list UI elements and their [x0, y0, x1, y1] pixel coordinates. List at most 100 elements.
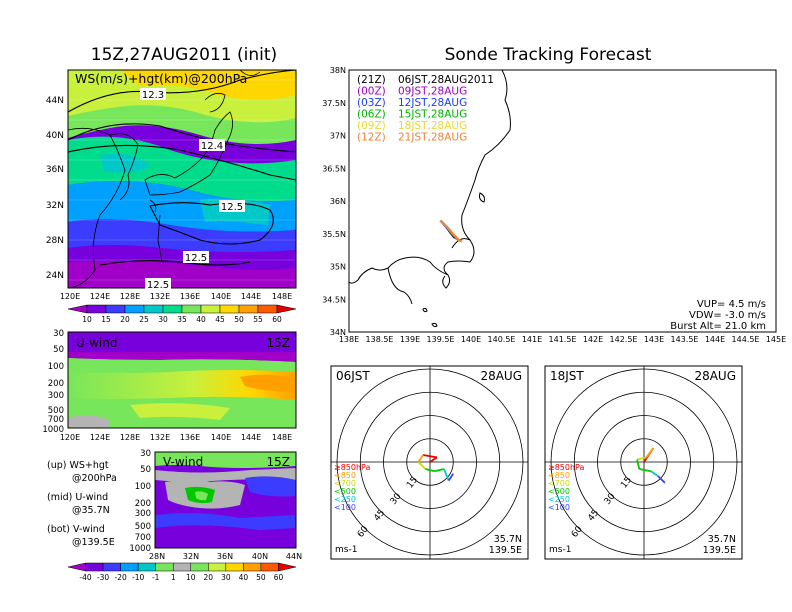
lat-tick: 34N	[330, 328, 346, 337]
level-legend-item: <500	[334, 487, 356, 496]
level-legend-item: <100	[548, 503, 570, 512]
panel-notes: (up) WS+hgt @200hPa (mid) U-wind @35.7N …	[47, 460, 117, 548]
colorbar-tick: 50	[234, 315, 244, 324]
right-title: Sonde Tracking Forecast	[445, 45, 652, 65]
colorbar-swatch	[260, 562, 279, 572]
hodograph-segment	[425, 468, 435, 473]
ring-label: 60	[356, 524, 371, 539]
lon-tick: 145E	[766, 335, 786, 344]
ring-label: 15	[405, 475, 420, 490]
lon-tick: 141.5E	[549, 335, 577, 344]
colorbar-swatch	[143, 304, 164, 314]
level-legend-item: <500	[548, 487, 570, 496]
polar-ring	[573, 391, 715, 533]
hodo1-time: 06JST	[336, 369, 370, 383]
svg-text:VUP= 4.5 m/s: VUP= 4.5 m/s	[697, 299, 766, 310]
polar-ring	[336, 368, 524, 556]
svg-text:44N: 44N	[46, 96, 64, 106]
v-wind-lat-ticks: 28N 32N 36N 40N 44N	[149, 552, 302, 561]
colorbar-tick: 20	[120, 315, 130, 324]
colorbar-swatch	[190, 562, 209, 572]
svg-text:140E: 140E	[211, 292, 231, 301]
colorbar-tick: 40	[239, 573, 249, 582]
hodograph-segment	[434, 468, 445, 473]
colorbar-swatch	[243, 562, 262, 572]
svg-text:@35.7N: @35.7N	[72, 505, 110, 516]
legend-time-z: (06Z)	[357, 109, 386, 121]
legend-time-jst: 18JST,28AUG	[398, 120, 467, 132]
hodo2-level-legend: ≥850hPa<850<700<500<250<100	[548, 463, 585, 512]
colorbar-tick: 30	[158, 315, 168, 324]
colorbar-tick: 25	[139, 315, 149, 324]
polar-ring	[406, 438, 454, 486]
level-legend-item: ≥850hPa	[334, 463, 371, 472]
legend-time-jst: 09JST,28AUG	[398, 86, 467, 98]
track-lat-ticks: 38N 37.5N 37N 36.5N 36N 35.5N 35N 34.5N 34N	[322, 66, 346, 337]
svg-text:@200hPa: @200hPa	[72, 473, 117, 484]
colorbar-swatch	[120, 562, 139, 572]
svg-text:128E: 128E	[120, 433, 140, 442]
coastlines	[68, 70, 261, 288]
hodo1-date: 28AUG	[480, 369, 522, 383]
svg-text:124E: 124E	[90, 292, 110, 301]
lon-tick: 140.5E	[488, 335, 516, 344]
polar-ring	[359, 391, 501, 533]
hodograph-segment	[443, 468, 450, 481]
svg-text:30: 30	[53, 329, 64, 339]
lon-tick: 144.5E	[732, 335, 760, 344]
svg-text:136E: 136E	[180, 433, 200, 442]
svg-text:120E: 120E	[60, 433, 80, 442]
svg-text:36N: 36N	[46, 165, 64, 175]
u-wind-time: 15Z	[267, 336, 291, 350]
hodo2-date: 28AUG	[694, 369, 736, 383]
svg-text:44N: 44N	[286, 552, 302, 561]
hodo1-lon: 139.5E	[489, 545, 522, 556]
colorbar-swatch	[278, 562, 297, 572]
svg-text:12.4: 12.4	[201, 141, 223, 152]
hodo2-lat: 35.7N	[708, 534, 736, 545]
svg-text:1000: 1000	[129, 544, 151, 554]
svg-text:120E: 120E	[60, 292, 80, 301]
hodo1-level-legend: ≥850hPa<850<700<500<250<100	[334, 463, 371, 512]
hodograph-segment	[650, 470, 659, 477]
colorbar-swatch	[219, 304, 240, 314]
ws-lon-ticks: 120E 124E 128E 132E 136E 140E 144E 148E	[60, 292, 292, 301]
ws-colorbar	[67, 304, 297, 314]
svg-text:12.5: 12.5	[147, 280, 169, 291]
colorbar-swatch	[124, 304, 145, 314]
ws-colorbar-ticks: 10 15 20 25 30 35 40 45 50 55 60	[82, 315, 282, 324]
ws-map-panel: WS(m/s)+hgt(km)@200hPa 12.3 12.4 12.5 12…	[46, 69, 297, 324]
svg-text:32N: 32N	[46, 201, 64, 211]
hodograph-segment	[657, 475, 666, 484]
v-wind-time: 15Z	[267, 455, 291, 469]
colorbar-swatch	[162, 304, 183, 314]
track-legend: (21Z) 06JST,28AUG2011 (00Z) 09JST,28AUG (03Z…	[357, 74, 494, 144]
lon-tick: 138.5E	[366, 335, 394, 344]
colorbar-swatch	[155, 562, 174, 572]
lat-tick: 35.5N	[322, 230, 346, 239]
svg-text:700: 700	[48, 415, 64, 425]
colorbar-swatch	[257, 304, 278, 314]
lon-tick: 144E	[705, 335, 725, 344]
colorbar-swatch	[238, 304, 259, 314]
track-coastline	[349, 70, 511, 328]
svg-text:148E: 148E	[272, 292, 292, 301]
colorbar-swatch	[181, 304, 202, 314]
ring-label: 45	[372, 508, 387, 523]
sonde-tracks	[439, 219, 463, 243]
svg-text:12.5: 12.5	[185, 253, 207, 264]
svg-text:100: 100	[135, 482, 151, 492]
hodograph-segment	[639, 468, 652, 473]
svg-text:30: 30	[140, 449, 151, 459]
svg-text:Burst Alt= 21.0 km: Burst Alt= 21.0 km	[670, 321, 766, 332]
hodograph-segment	[417, 454, 424, 463]
lon-tick: 143.5E	[671, 335, 699, 344]
svg-text:36N: 36N	[217, 552, 233, 561]
svg-text:136E: 136E	[180, 292, 200, 301]
track-lon-ticks: 138E 138.5E 139E 139.5E 140E 140.5E 141E 141.5E…	[339, 335, 786, 344]
hodograph-segment	[447, 473, 454, 482]
level-legend-item: <850	[334, 471, 356, 480]
svg-text:40N: 40N	[252, 552, 268, 561]
ring-label: 45	[586, 508, 601, 523]
wind-colorbar	[67, 562, 297, 572]
